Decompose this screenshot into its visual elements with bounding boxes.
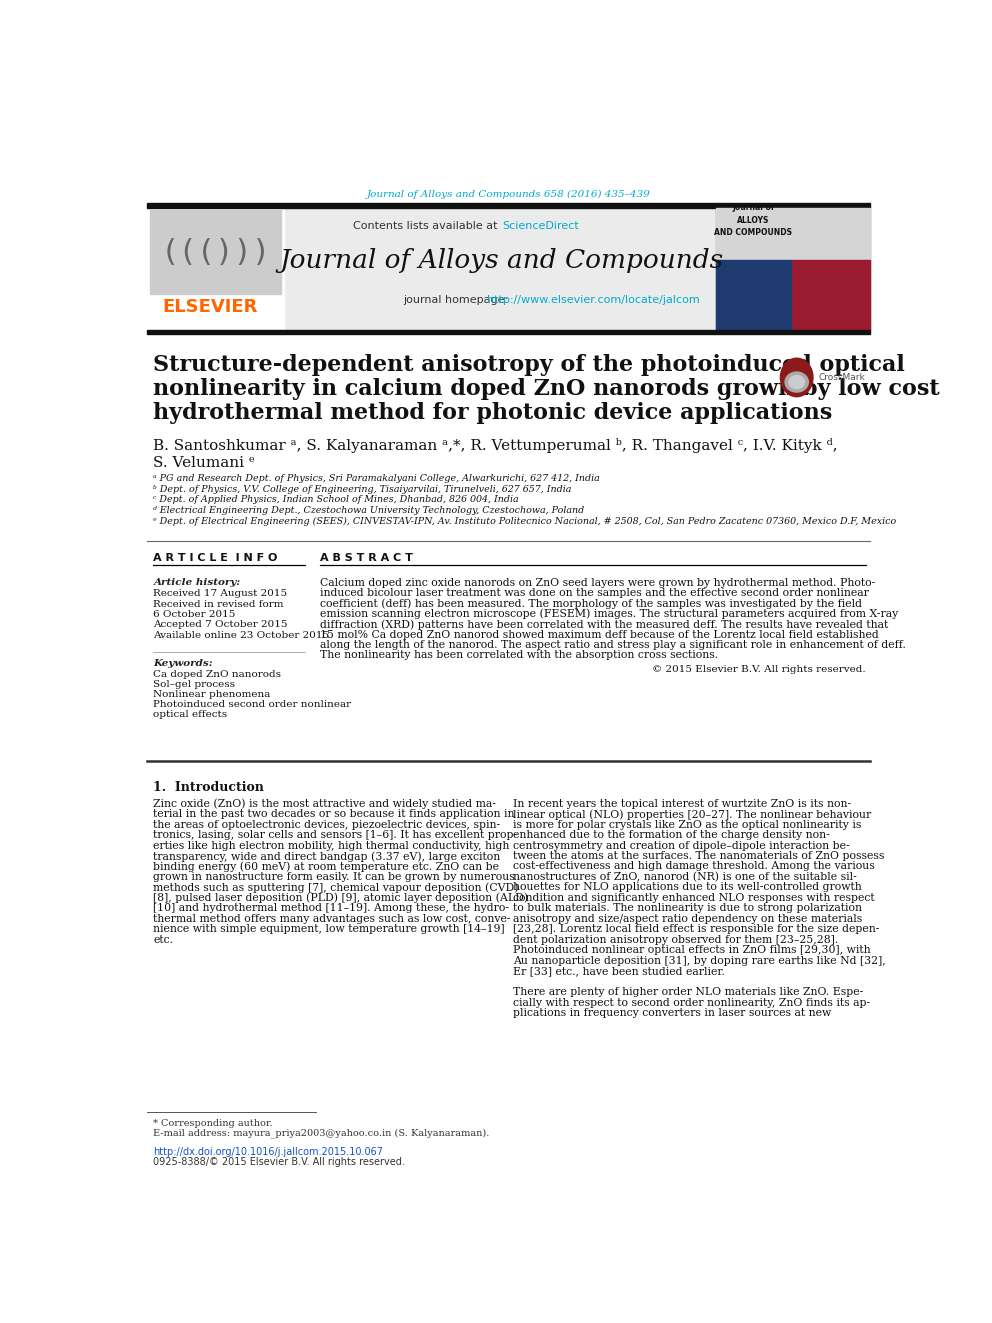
Text: Available online 23 October 2015: Available online 23 October 2015 xyxy=(154,631,329,640)
Text: terial in the past two decades or so because it finds application in: terial in the past two decades or so bec… xyxy=(154,810,515,819)
Text: S. Velumani ᵉ: S. Velumani ᵉ xyxy=(154,456,255,470)
Text: Article history:: Article history: xyxy=(154,578,241,586)
Text: induced bicolour laser treatment was done on the samples and the effective secon: induced bicolour laser treatment was don… xyxy=(320,587,869,598)
Text: CrossMark: CrossMark xyxy=(818,373,865,382)
Text: [8], pulsed laser deposition (PLD) [9], atomic layer deposition (ALD): [8], pulsed laser deposition (PLD) [9], … xyxy=(154,893,529,904)
Text: 15 mol% Ca doped ZnO nanorod showed maximum deff because of the Lorentz local fi: 15 mol% Ca doped ZnO nanorod showed maxi… xyxy=(320,630,879,639)
Text: Journal of
ALLOYS
AND COMPOUNDS: Journal of ALLOYS AND COMPOUNDS xyxy=(714,204,793,237)
Text: 6 October 2015: 6 October 2015 xyxy=(154,610,236,619)
Text: 1.  Introduction: 1. Introduction xyxy=(154,781,264,794)
Text: ELSEVIER: ELSEVIER xyxy=(163,298,258,316)
Text: nanostructures of ZnO, nanorod (NR) is one of the suitable sil-: nanostructures of ZnO, nanorod (NR) is o… xyxy=(513,872,857,882)
Bar xyxy=(716,261,791,329)
Text: diffraction (XRD) patterns have been correlated with the measured deff. The resu: diffraction (XRD) patterns have been cor… xyxy=(320,619,888,630)
Ellipse shape xyxy=(789,376,805,389)
Text: ᵇ Dept. of Physics, V.V. College of Engineering, Tisaiyarvilai, Tirunelveli, 627: ᵇ Dept. of Physics, V.V. College of Engi… xyxy=(154,484,571,493)
Text: transparency, wide and direct bandgap (3.37 eV), large exciton: transparency, wide and direct bandgap (3… xyxy=(154,851,501,861)
Text: Structure-dependent anisotropy of the photoinduced optical: Structure-dependent anisotropy of the ph… xyxy=(154,355,905,376)
Text: Keywords:: Keywords: xyxy=(154,659,213,668)
Bar xyxy=(147,329,870,335)
Text: ᵃ PG and Research Dept. of Physics, Sri Paramakalyani College, Alwarkurichi, 627: ᵃ PG and Research Dept. of Physics, Sri … xyxy=(154,474,600,483)
Text: centrosymmetry and creation of dipole–dipole interaction be-: centrosymmetry and creation of dipole–di… xyxy=(513,840,850,851)
Ellipse shape xyxy=(781,359,813,397)
Text: thermal method offers many advantages such as low cost, conve-: thermal method offers many advantages su… xyxy=(154,914,511,923)
Bar xyxy=(716,208,870,329)
Text: Zinc oxide (ZnO) is the most attractive and widely studied ma-: Zinc oxide (ZnO) is the most attractive … xyxy=(154,799,496,810)
Text: journal homepage:: journal homepage: xyxy=(403,295,512,304)
Text: etc.: etc. xyxy=(154,935,174,945)
Text: Received 17 August 2015: Received 17 August 2015 xyxy=(154,589,288,598)
Text: Contents lists available at: Contents lists available at xyxy=(353,221,501,230)
Text: A B S T R A C T: A B S T R A C T xyxy=(320,553,413,562)
Text: Nonlinear phenomena: Nonlinear phenomena xyxy=(154,691,271,699)
Text: B. Santoshkumar ᵃ, S. Kalyanaraman ᵃ,*, R. Vettumperumal ᵇ, R. Thangavel ᶜ, I.V.: B. Santoshkumar ᵃ, S. Kalyanaraman ᵃ,*, … xyxy=(154,438,838,454)
Text: tween the atoms at the surfaces. The nanomaterials of ZnO possess: tween the atoms at the surfaces. The nan… xyxy=(513,851,885,861)
Text: linear optical (NLO) properties [20–27]. The nonlinear behaviour: linear optical (NLO) properties [20–27].… xyxy=(513,810,871,820)
Text: ᶜ Dept. of Applied Physics, Indian School of Mines, Dhanbad, 826 004, India: ᶜ Dept. of Applied Physics, Indian Schoo… xyxy=(154,495,519,504)
Text: tronics, lasing, solar cells and sensors [1–6]. It has excellent prop-: tronics, lasing, solar cells and sensors… xyxy=(154,830,518,840)
Text: ((())): ((())) xyxy=(161,238,271,267)
Text: erties like high electron mobility, high thermal conductivity, high: erties like high electron mobility, high… xyxy=(154,840,510,851)
Text: Calcium doped zinc oxide nanorods on ZnO seed layers were grown by hydrothermal : Calcium doped zinc oxide nanorods on ZnO… xyxy=(320,578,875,587)
Text: houettes for NLO applications due to its well-controlled growth: houettes for NLO applications due to its… xyxy=(513,882,862,893)
Text: coefficient (deff) has been measured. The morphology of the samples was investig: coefficient (deff) has been measured. Th… xyxy=(320,598,862,609)
Text: Ca doped ZnO nanorods: Ca doped ZnO nanorods xyxy=(154,669,282,679)
Bar xyxy=(147,208,285,329)
Bar xyxy=(147,204,870,208)
Text: ᵉ Dept. of Electrical Engineering (SEES), CINVESTAV-IPN, Av. Instituto Politecni: ᵉ Dept. of Electrical Engineering (SEES)… xyxy=(154,517,897,527)
Text: http://www.elsevier.com/locate/jalcom: http://www.elsevier.com/locate/jalcom xyxy=(487,295,699,304)
Text: E-mail address: mayura_priya2003@yahoo.co.in (S. Kalyanaraman).: E-mail address: mayura_priya2003@yahoo.c… xyxy=(154,1129,490,1138)
Text: Sol–gel process: Sol–gel process xyxy=(154,680,235,689)
Text: * Corresponding author.: * Corresponding author. xyxy=(154,1119,273,1129)
Text: A R T I C L E  I N F O: A R T I C L E I N F O xyxy=(154,553,278,562)
Text: is more for polar crystals like ZnO as the optical nonlinearity is: is more for polar crystals like ZnO as t… xyxy=(513,819,861,830)
Text: 0925-8388/© 2015 Elsevier B.V. All rights reserved.: 0925-8388/© 2015 Elsevier B.V. All right… xyxy=(154,1156,406,1167)
Text: Journal of Alloys and Compounds 658 (2016) 435–439: Journal of Alloys and Compounds 658 (201… xyxy=(366,189,651,198)
Bar xyxy=(150,210,282,294)
Text: ᵈ Electrical Engineering Dept., Czestochowa University Technology, Czestochowa, : ᵈ Electrical Engineering Dept., Czestoch… xyxy=(154,507,584,515)
Text: Journal of Alloys and Compounds: Journal of Alloys and Compounds xyxy=(280,247,723,273)
Text: hydrothermal method for photonic device applications: hydrothermal method for photonic device … xyxy=(154,402,832,423)
Bar xyxy=(716,208,870,329)
Text: along the length of the nanorod. The aspect ratio and stress play a significant : along the length of the nanorod. The asp… xyxy=(320,640,906,650)
Text: binding energy (60 meV) at room temperature etc. ZnO can be: binding energy (60 meV) at room temperat… xyxy=(154,861,499,872)
Text: enhanced due to the formation of the charge density non-: enhanced due to the formation of the cha… xyxy=(513,830,829,840)
Text: Photoinduced second order nonlinear: Photoinduced second order nonlinear xyxy=(154,700,351,709)
Text: http://dx.doi.org/10.1016/j.jallcom.2015.10.067: http://dx.doi.org/10.1016/j.jallcom.2015… xyxy=(154,1147,384,1156)
Text: optical effects: optical effects xyxy=(154,710,227,720)
Text: anisotropy and size/aspect ratio dependency on these materials: anisotropy and size/aspect ratio depende… xyxy=(513,914,862,923)
Bar xyxy=(791,261,870,329)
Text: nience with simple equipment, low temperature growth [14–19]: nience with simple equipment, low temper… xyxy=(154,925,505,934)
Text: the areas of optoelectronic devices, piezoelectric devices, spin-: the areas of optoelectronic devices, pie… xyxy=(154,819,501,830)
Text: Er [33] etc., have been studied earlier.: Er [33] etc., have been studied earlier. xyxy=(513,966,725,976)
Text: nonlinearity in calcium doped ZnO nanorods grown by low cost: nonlinearity in calcium doped ZnO nanoro… xyxy=(154,378,940,400)
Text: cially with respect to second order nonlinearity, ZnO finds its ap-: cially with respect to second order nonl… xyxy=(513,998,870,1008)
Text: [10] and hydrothermal method [11–19]. Among these, the hydro-: [10] and hydrothermal method [11–19]. Am… xyxy=(154,904,510,913)
Text: emission scanning electron microscope (FESEM) images. The structural parameters : emission scanning electron microscope (F… xyxy=(320,609,899,619)
Text: The nonlinearity has been correlated with the absorption cross sections.: The nonlinearity has been correlated wit… xyxy=(320,651,718,660)
Bar xyxy=(716,208,870,261)
Text: grown in nanostructure form easily. It can be grown by numerous: grown in nanostructure form easily. It c… xyxy=(154,872,515,882)
Text: cost-effectiveness and high damage threshold. Among the various: cost-effectiveness and high damage thres… xyxy=(513,861,875,872)
Text: There are plenty of higher order NLO materials like ZnO. Espe-: There are plenty of higher order NLO mat… xyxy=(513,987,863,998)
Text: [23,28]. Lorentz local field effect is responsible for the size depen-: [23,28]. Lorentz local field effect is r… xyxy=(513,925,880,934)
Text: Au nanoparticle deposition [31], by doping rare earths like Nd [32],: Au nanoparticle deposition [31], by dopi… xyxy=(513,955,886,966)
Text: to bulk materials. The nonlinearity is due to strong polarization: to bulk materials. The nonlinearity is d… xyxy=(513,904,862,913)
Text: Photoinduced nonlinear optical effects in ZnO films [29,30], with: Photoinduced nonlinear optical effects i… xyxy=(513,945,871,955)
Text: plications in frequency converters in laser sources at new: plications in frequency converters in la… xyxy=(513,1008,831,1019)
Text: In recent years the topical interest of wurtzite ZnO is its non-: In recent years the topical interest of … xyxy=(513,799,851,808)
Text: Accepted 7 October 2015: Accepted 7 October 2015 xyxy=(154,620,288,630)
Text: Received in revised form: Received in revised form xyxy=(154,599,284,609)
Text: methods such as sputtering [7], chemical vapour deposition (CVD): methods such as sputtering [7], chemical… xyxy=(154,882,519,893)
Text: ScienceDirect: ScienceDirect xyxy=(502,221,579,230)
Text: © 2015 Elsevier B.V. All rights reserved.: © 2015 Elsevier B.V. All rights reserved… xyxy=(652,665,866,675)
Text: condition and significantly enhanced NLO responses with respect: condition and significantly enhanced NLO… xyxy=(513,893,875,902)
Bar xyxy=(285,208,716,329)
Ellipse shape xyxy=(785,372,808,392)
Text: dent polarization anisotropy observed for them [23–25,28].: dent polarization anisotropy observed fo… xyxy=(513,935,838,945)
